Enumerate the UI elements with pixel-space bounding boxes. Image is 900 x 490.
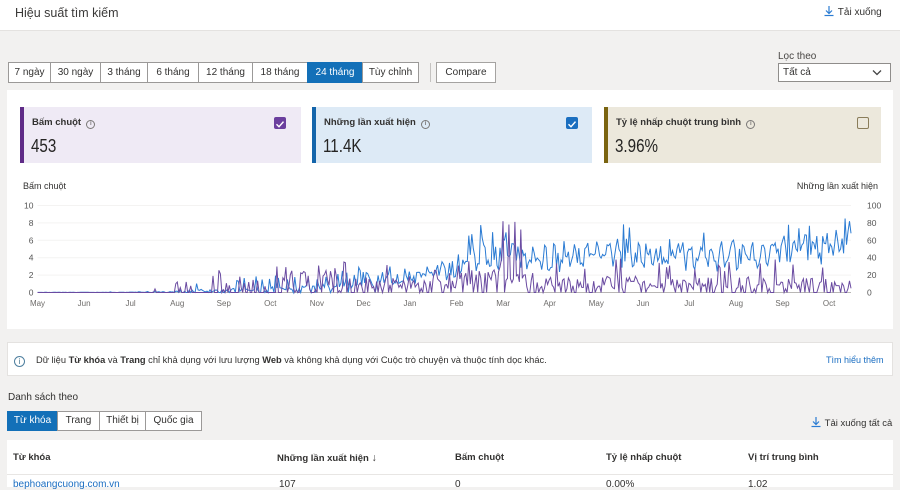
svg-text:Sep: Sep <box>775 299 790 308</box>
svg-text:May: May <box>589 299 604 308</box>
svg-text:Oct: Oct <box>264 299 277 308</box>
svg-text:0: 0 <box>867 288 872 298</box>
svg-text:Aug: Aug <box>729 299 743 308</box>
svg-text:6: 6 <box>29 235 34 245</box>
svg-text:Nov: Nov <box>310 299 324 308</box>
svg-text:2: 2 <box>29 270 34 280</box>
svg-text:20: 20 <box>867 270 877 280</box>
svg-text:Sep: Sep <box>217 299 232 308</box>
svg-text:Apr: Apr <box>543 299 556 308</box>
svg-text:Aug: Aug <box>170 299 184 308</box>
svg-text:Dec: Dec <box>356 299 370 308</box>
svg-text:40: 40 <box>867 253 877 263</box>
svg-text:10: 10 <box>24 201 34 211</box>
svg-text:100: 100 <box>867 201 881 211</box>
svg-text:Jan: Jan <box>404 299 417 308</box>
svg-text:May: May <box>30 299 45 308</box>
svg-text:Oct: Oct <box>823 299 836 308</box>
svg-text:Jul: Jul <box>125 299 135 308</box>
svg-text:Jul: Jul <box>684 299 694 308</box>
svg-text:Feb: Feb <box>450 299 464 308</box>
svg-text:60: 60 <box>867 235 877 245</box>
svg-text:Mar: Mar <box>496 299 510 308</box>
svg-text:4: 4 <box>29 253 34 263</box>
svg-text:80: 80 <box>867 218 877 228</box>
svg-text:Jun: Jun <box>636 299 649 308</box>
svg-text:0: 0 <box>29 288 34 298</box>
svg-text:8: 8 <box>29 218 34 228</box>
svg-text:Jun: Jun <box>78 299 91 308</box>
